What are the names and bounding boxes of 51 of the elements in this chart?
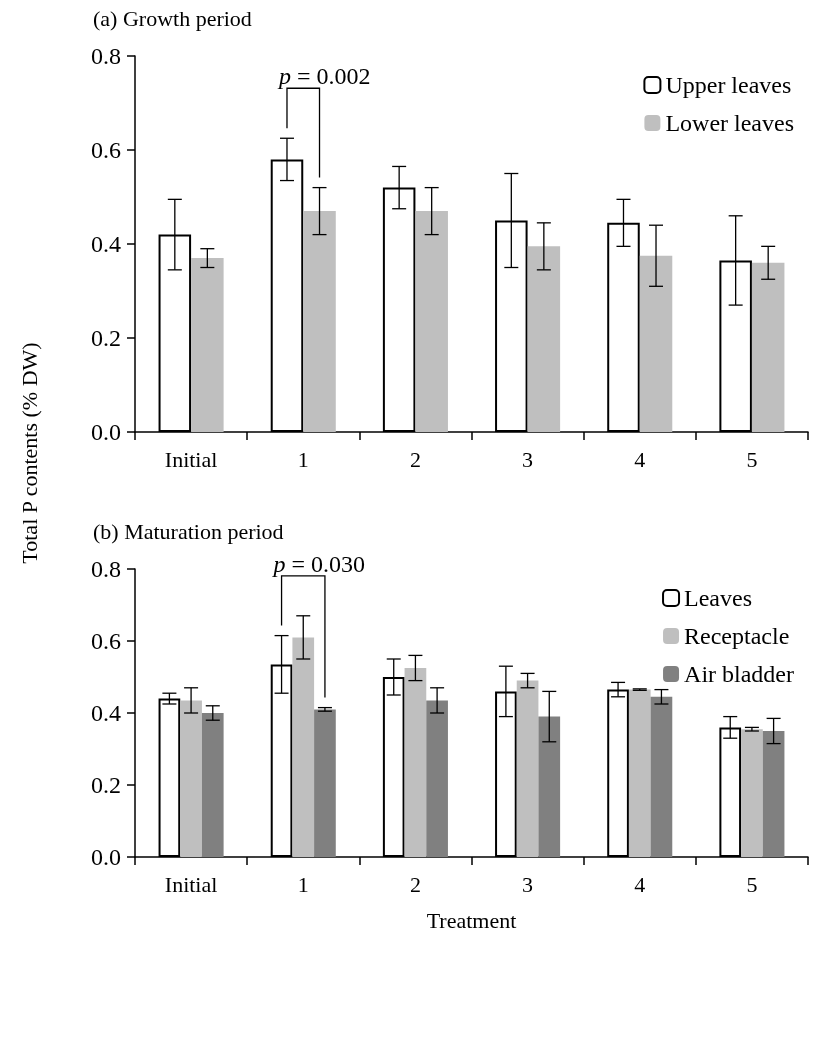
bar: [292, 637, 315, 857]
bar: [527, 246, 561, 432]
x-tick-label: 1: [297, 446, 309, 472]
y-tick-label: 0.6: [91, 137, 121, 163]
bar: [415, 211, 448, 432]
x-tick-label: 3: [522, 871, 534, 897]
y-tick-label: 0.2: [91, 325, 121, 351]
bar: [303, 211, 336, 432]
y-tick-label: 0.2: [91, 772, 121, 798]
y-axis-title: Total P contents (% DW): [17, 341, 43, 566]
y-tick-label: 0.0: [91, 844, 121, 870]
x-tick-label: 2: [409, 446, 421, 472]
bar: [538, 716, 561, 857]
legend-label: Leaves: [684, 585, 753, 611]
bar: [639, 255, 673, 432]
bar: [628, 689, 651, 857]
annotation: p = 0.002: [278, 63, 371, 91]
bar: [404, 668, 427, 857]
y-tick-label: 0.0: [91, 419, 121, 445]
legend-label: Air bladder: [684, 661, 795, 687]
bar: [426, 700, 448, 857]
x-axis-title: Treatment: [426, 907, 517, 933]
x-tick-label: 4: [634, 871, 646, 897]
chart-title: (a) Growth period: [93, 5, 252, 31]
x-tick-label: 1: [297, 871, 309, 897]
x-tick-label: 3: [522, 446, 534, 472]
y-tick-label: 0.4: [91, 231, 121, 257]
x-tick-label: 4: [634, 446, 646, 472]
bar: [516, 680, 539, 857]
bar: [650, 696, 673, 857]
x-tick-label: Initial: [164, 446, 218, 472]
chart-title: (b) Maturation period: [93, 518, 284, 544]
legend-label: Lower leaves: [665, 110, 795, 136]
x-tick-label: 5: [746, 871, 758, 897]
legend-label: Receptacle: [684, 623, 790, 649]
y-tick-label: 0.8: [91, 43, 121, 69]
bar: [180, 700, 202, 857]
legend-label: Upper leaves: [665, 72, 792, 98]
x-tick-label: 2: [409, 871, 421, 897]
bar: [191, 258, 224, 432]
bar: [741, 729, 763, 857]
annotation: p = 0.030: [273, 550, 366, 578]
y-tick-label: 0.4: [91, 700, 121, 726]
bar: [762, 731, 785, 857]
y-tick-label: 0.8: [91, 556, 121, 582]
bar: [314, 709, 336, 857]
bar: [201, 713, 224, 857]
y-tick-label: 0.6: [91, 628, 121, 654]
x-tick-label: 5: [746, 446, 758, 472]
x-tick-label: Initial: [164, 871, 218, 897]
bar: [751, 262, 785, 432]
